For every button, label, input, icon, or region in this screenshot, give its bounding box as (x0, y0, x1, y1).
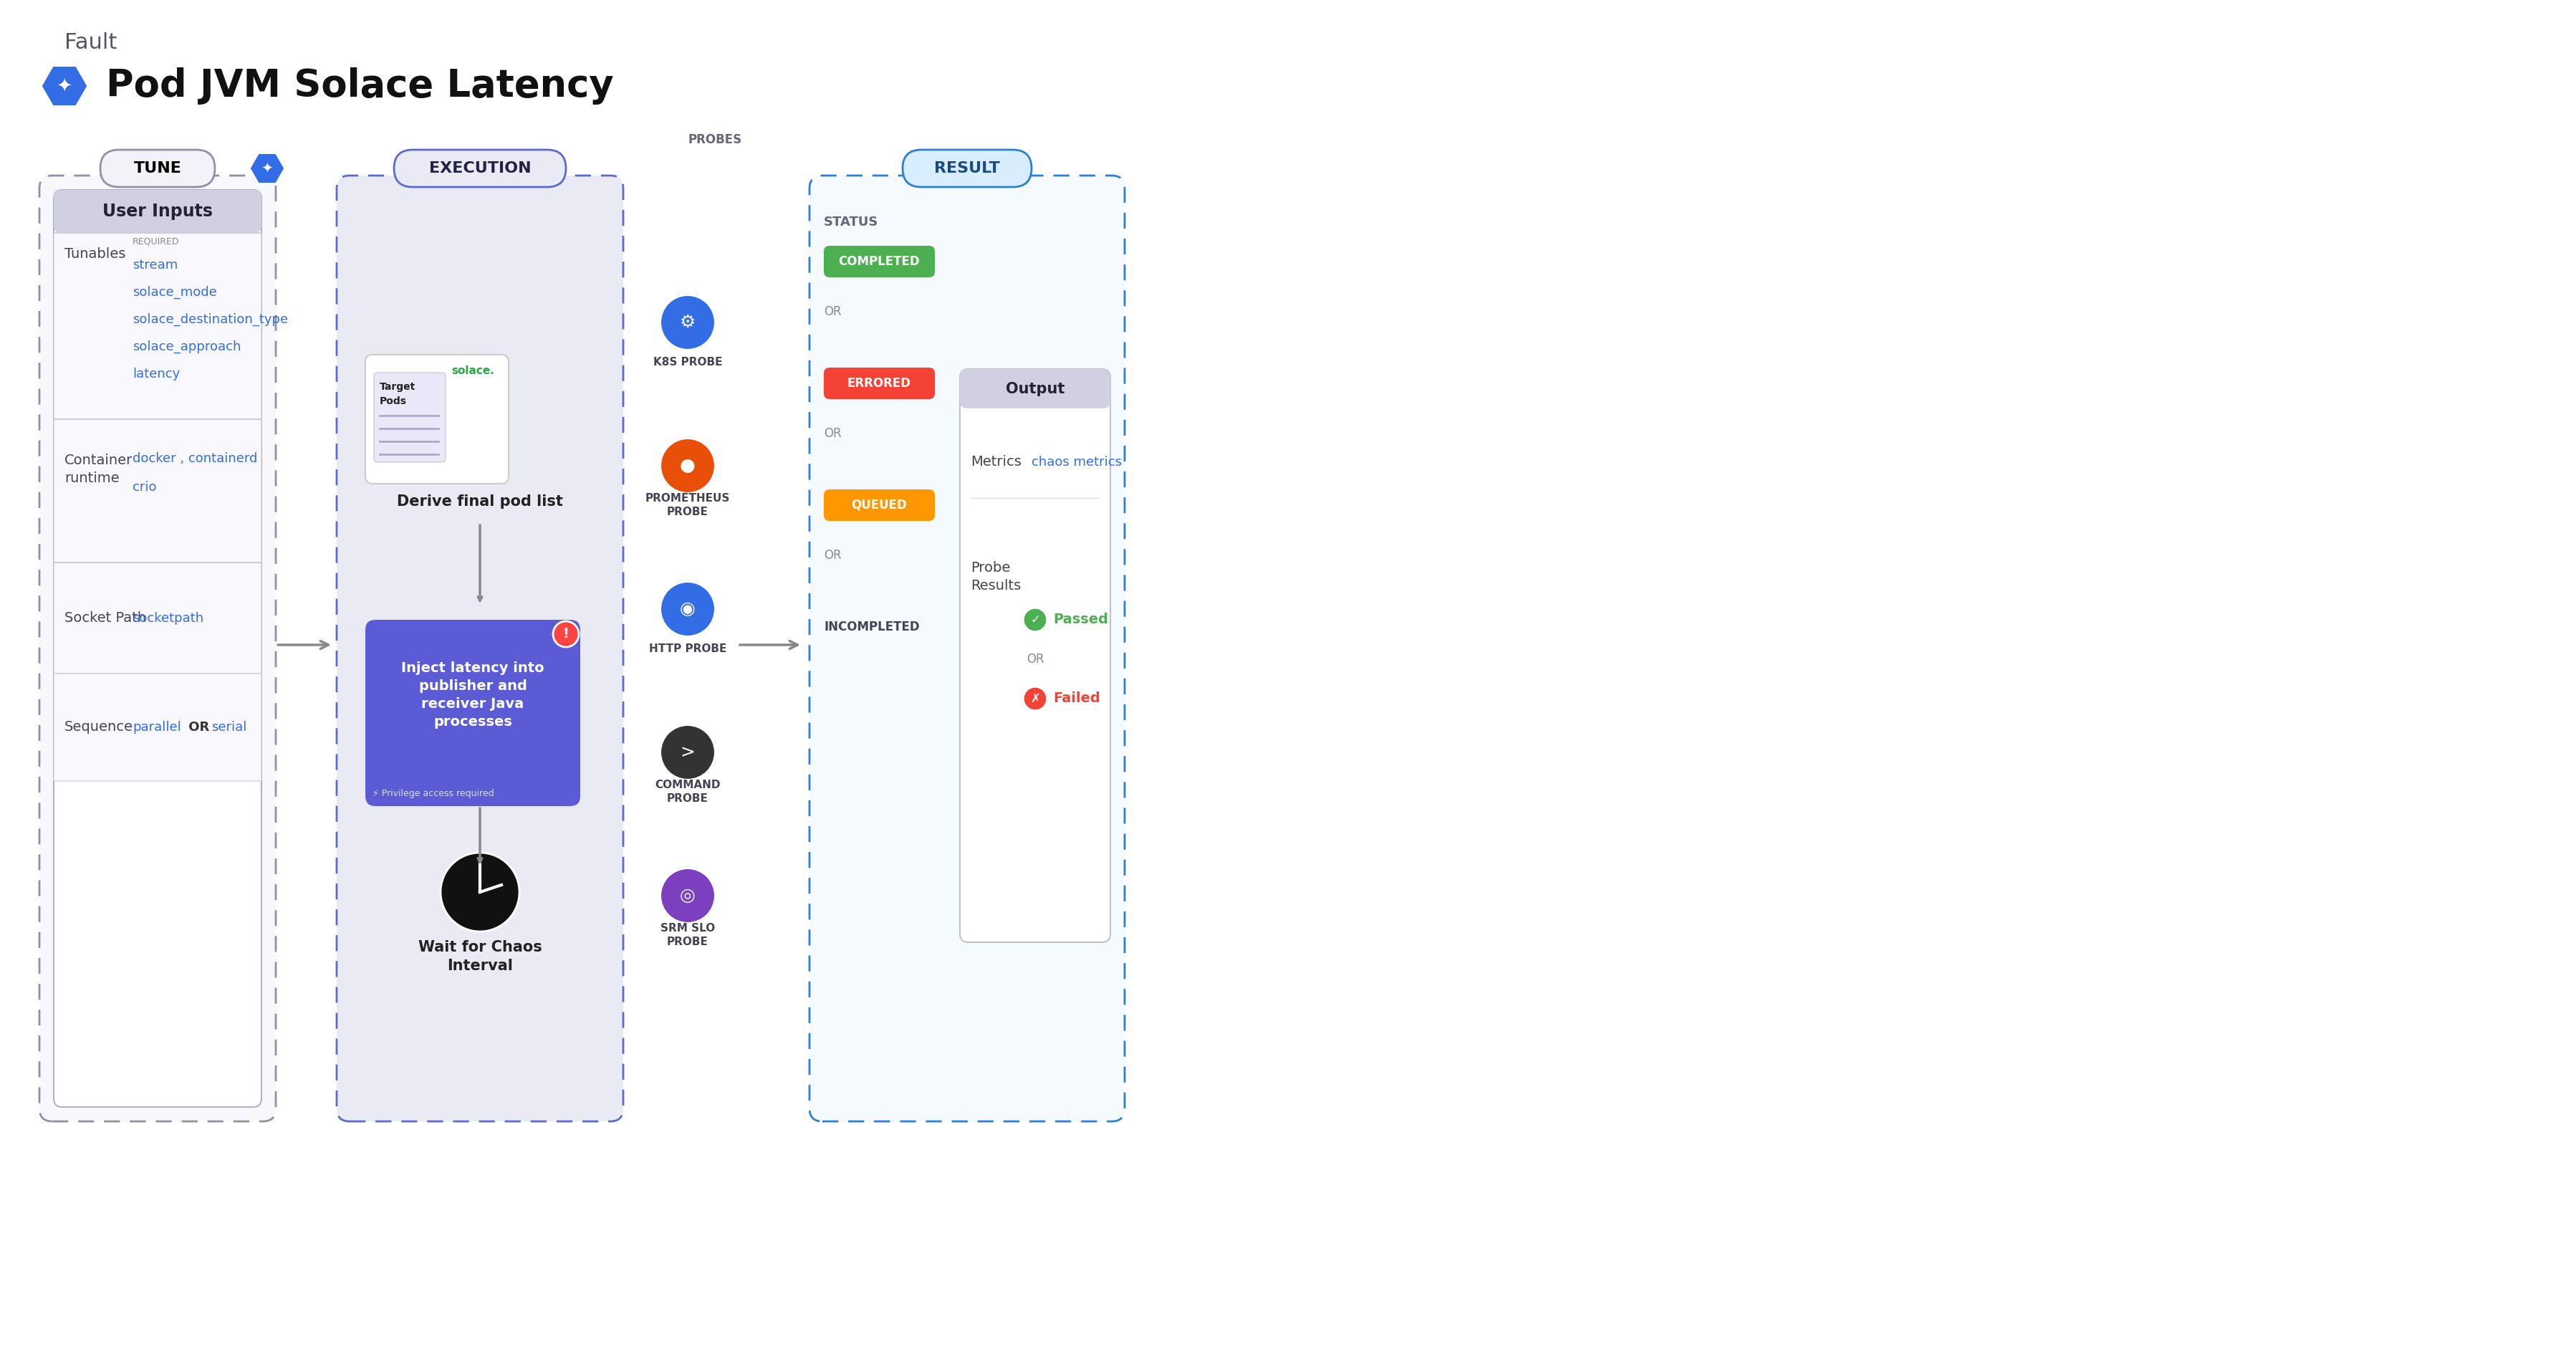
Text: >: > (680, 744, 696, 760)
Circle shape (659, 725, 716, 779)
FancyBboxPatch shape (39, 176, 276, 1122)
FancyBboxPatch shape (902, 150, 1030, 187)
Circle shape (659, 868, 716, 923)
Text: Inject latency into
publisher and
receiver Java
processes: Inject latency into publisher and receiv… (402, 662, 544, 729)
Text: Sequence: Sequence (64, 721, 134, 734)
Text: ◎: ◎ (680, 887, 696, 904)
Text: docker , containerd: docker , containerd (131, 452, 258, 465)
FancyBboxPatch shape (54, 233, 263, 419)
FancyBboxPatch shape (54, 673, 263, 781)
Text: Output: Output (1005, 382, 1064, 396)
Text: solace_mode: solace_mode (131, 285, 216, 299)
Text: Probe
Results: Probe Results (971, 561, 1020, 592)
Text: Container
runtime: Container runtime (64, 453, 134, 485)
Text: User Inputs: User Inputs (103, 203, 214, 220)
Text: Pod JVM Solace Latency: Pod JVM Solace Latency (106, 67, 613, 105)
Text: solace_destination_type: solace_destination_type (131, 313, 289, 326)
Text: Target: Target (379, 382, 415, 392)
Text: solace_approach: solace_approach (131, 340, 242, 354)
Text: socketpath: socketpath (131, 612, 204, 625)
Text: Passed: Passed (1054, 613, 1108, 627)
Text: ⚡ Privilege access required: ⚡ Privilege access required (374, 789, 495, 799)
Text: PROBES: PROBES (688, 134, 742, 146)
Text: EXECUTION: EXECUTION (428, 161, 531, 176)
Text: K8S PROBE: K8S PROBE (654, 356, 721, 367)
Text: Pods: Pods (379, 396, 407, 407)
FancyBboxPatch shape (824, 367, 935, 399)
Text: latency: latency (131, 367, 180, 381)
Text: OR: OR (1025, 652, 1043, 666)
Text: QUEUED: QUEUED (850, 498, 907, 512)
FancyBboxPatch shape (337, 176, 623, 1122)
Text: OR: OR (824, 306, 842, 318)
Text: ⚙: ⚙ (680, 314, 696, 332)
Text: OR: OR (183, 721, 214, 734)
Text: Metrics: Metrics (971, 456, 1023, 470)
Text: PROMETHEUS
PROBE: PROMETHEUS PROBE (647, 493, 729, 517)
FancyBboxPatch shape (54, 190, 263, 233)
Text: Fault: Fault (64, 33, 116, 53)
Circle shape (554, 621, 580, 647)
FancyBboxPatch shape (100, 150, 214, 187)
Text: Wait for Chaos
Interval: Wait for Chaos Interval (417, 940, 541, 973)
FancyBboxPatch shape (374, 373, 446, 463)
Circle shape (1023, 687, 1046, 710)
FancyBboxPatch shape (394, 150, 567, 187)
Circle shape (1023, 609, 1046, 631)
Text: COMPLETED: COMPLETED (837, 255, 920, 268)
Text: serial: serial (211, 721, 247, 734)
Text: !: ! (562, 628, 569, 642)
FancyBboxPatch shape (54, 419, 263, 562)
FancyBboxPatch shape (809, 176, 1126, 1122)
Text: Derive final pod list: Derive final pod list (397, 494, 564, 509)
FancyBboxPatch shape (366, 355, 507, 483)
FancyBboxPatch shape (824, 246, 935, 277)
Circle shape (659, 438, 716, 493)
Text: crio: crio (131, 480, 157, 494)
Text: TUNE: TUNE (134, 161, 180, 176)
Text: OR: OR (824, 427, 842, 440)
Text: solace.: solace. (451, 364, 495, 375)
Text: INCOMPLETED: INCOMPLETED (824, 621, 920, 633)
Text: Socket Path: Socket Path (64, 612, 147, 625)
Text: ✗: ✗ (1030, 692, 1041, 706)
Text: ✓: ✓ (1030, 613, 1041, 627)
Text: OR: OR (824, 549, 842, 562)
Text: ✦: ✦ (57, 76, 72, 96)
Text: ✦: ✦ (260, 161, 273, 175)
Circle shape (440, 853, 520, 931)
Text: stream: stream (131, 259, 178, 272)
FancyBboxPatch shape (961, 369, 1110, 942)
FancyBboxPatch shape (54, 190, 263, 1107)
Text: Tunables: Tunables (64, 247, 126, 261)
Text: ◉: ◉ (680, 601, 696, 617)
Circle shape (659, 295, 716, 349)
Text: Failed: Failed (1054, 692, 1100, 706)
Text: ERRORED: ERRORED (848, 377, 912, 390)
Text: HTTP PROBE: HTTP PROBE (649, 643, 726, 654)
Text: SRM SLO
PROBE: SRM SLO PROBE (659, 923, 716, 947)
Text: ●: ● (680, 457, 696, 475)
Text: RESULT: RESULT (935, 161, 999, 176)
FancyBboxPatch shape (54, 562, 263, 673)
FancyBboxPatch shape (366, 620, 580, 807)
Circle shape (659, 581, 716, 636)
Text: parallel: parallel (131, 721, 180, 734)
Text: chaos metrics: chaos metrics (1030, 456, 1121, 468)
Text: REQUIRED: REQUIRED (131, 236, 180, 246)
FancyBboxPatch shape (824, 490, 935, 521)
FancyBboxPatch shape (961, 369, 1110, 408)
Text: COMMAND
PROBE: COMMAND PROBE (654, 779, 721, 804)
Text: STATUS: STATUS (824, 216, 878, 228)
